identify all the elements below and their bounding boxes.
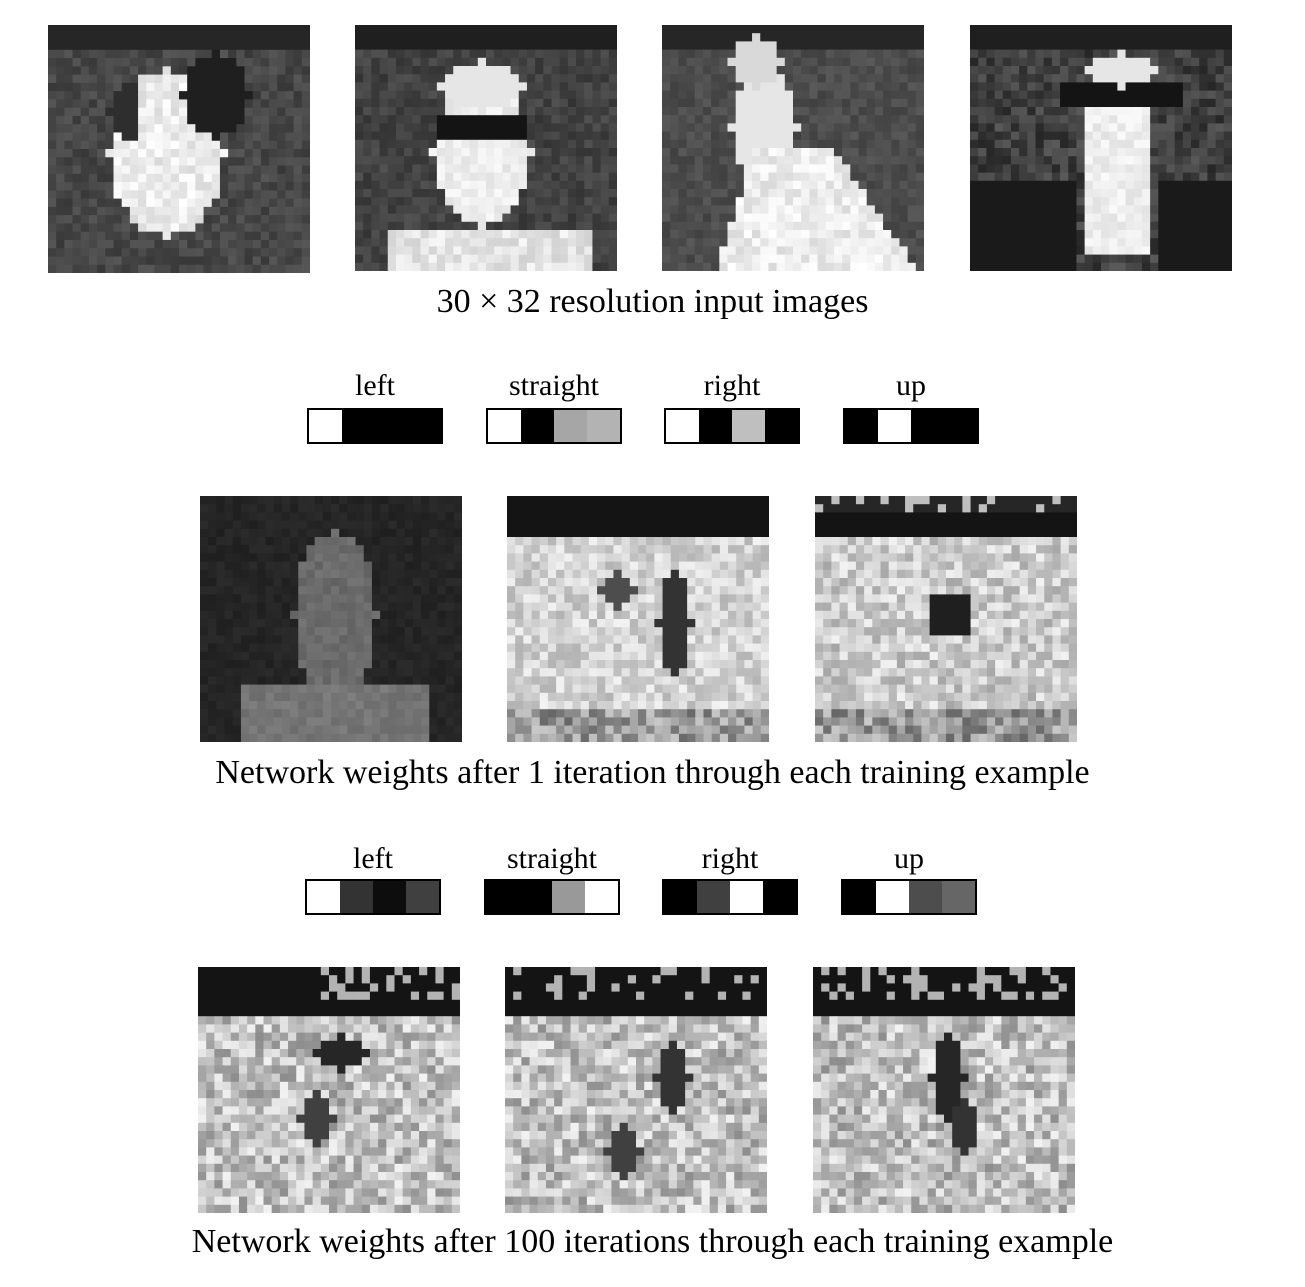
output-label-right: right <box>703 369 761 402</box>
caption-iter1: Network weights after 1 iteration throug… <box>215 754 1090 791</box>
weight-cell <box>699 410 732 442</box>
weight-cell <box>697 881 730 913</box>
weight-cell <box>342 410 375 442</box>
weight-cell <box>666 410 699 442</box>
weight-cell <box>373 881 406 913</box>
weight-cell <box>944 410 977 442</box>
weights-iter100-hidden-2 <box>505 967 767 1213</box>
weight-cell <box>406 881 439 913</box>
weight-cell <box>763 881 796 913</box>
input-image-4 <box>970 25 1232 271</box>
weight-cell <box>909 881 942 913</box>
weight-cell <box>307 881 340 913</box>
weights-iter100-hidden-1 <box>198 967 460 1213</box>
output-weights-bar-left <box>305 879 441 915</box>
weight-cell <box>340 881 373 913</box>
input-image-1 <box>48 25 310 273</box>
weight-cell <box>911 410 944 442</box>
output-weights-bar-left <box>307 408 443 444</box>
weight-cell <box>488 410 521 442</box>
caption-iter100: Network weights after 100 iterations thr… <box>191 1223 1114 1260</box>
weight-cell <box>942 881 975 913</box>
caption-input-images: 30 × 32 resolution input images <box>436 283 869 320</box>
output-label-straight: straight <box>509 369 599 402</box>
output-weights-bar-up <box>843 408 979 444</box>
weight-cell <box>585 881 618 913</box>
output-label-up: up <box>894 842 924 875</box>
output-weights-bar-straight <box>486 408 622 444</box>
output-weights-bar-right <box>664 408 800 444</box>
weight-cell <box>408 410 441 442</box>
output-label-left: left <box>353 842 393 875</box>
weight-cell <box>765 410 798 442</box>
weight-cell <box>587 410 620 442</box>
weights-iter1-hidden-2 <box>507 496 769 742</box>
weight-cell <box>521 410 554 442</box>
weight-cell <box>845 410 878 442</box>
weight-cell <box>554 410 587 442</box>
output-weights-bar-straight <box>484 879 620 915</box>
weight-cell <box>664 881 697 913</box>
output-label-left: left <box>355 369 395 402</box>
weight-cell <box>519 881 552 913</box>
weight-cell <box>309 410 342 442</box>
output-label-up: up <box>896 369 926 402</box>
weight-cell <box>843 881 876 913</box>
weights-iter1-hidden-3 <box>815 496 1077 742</box>
weight-cell <box>552 881 585 913</box>
weight-cell <box>486 881 519 913</box>
input-image-3 <box>662 25 924 271</box>
weights-iter100-hidden-3 <box>813 967 1075 1213</box>
weight-cell <box>878 410 911 442</box>
weight-cell <box>876 881 909 913</box>
output-label-straight: straight <box>507 842 597 875</box>
weight-cell <box>375 410 408 442</box>
output-label-right: right <box>701 842 759 875</box>
weight-cell <box>730 881 763 913</box>
input-image-2 <box>355 25 617 271</box>
output-weights-bar-right <box>662 879 798 915</box>
weight-cell <box>732 410 765 442</box>
weights-iter1-hidden-1 <box>200 496 462 742</box>
output-weights-bar-up <box>841 879 977 915</box>
